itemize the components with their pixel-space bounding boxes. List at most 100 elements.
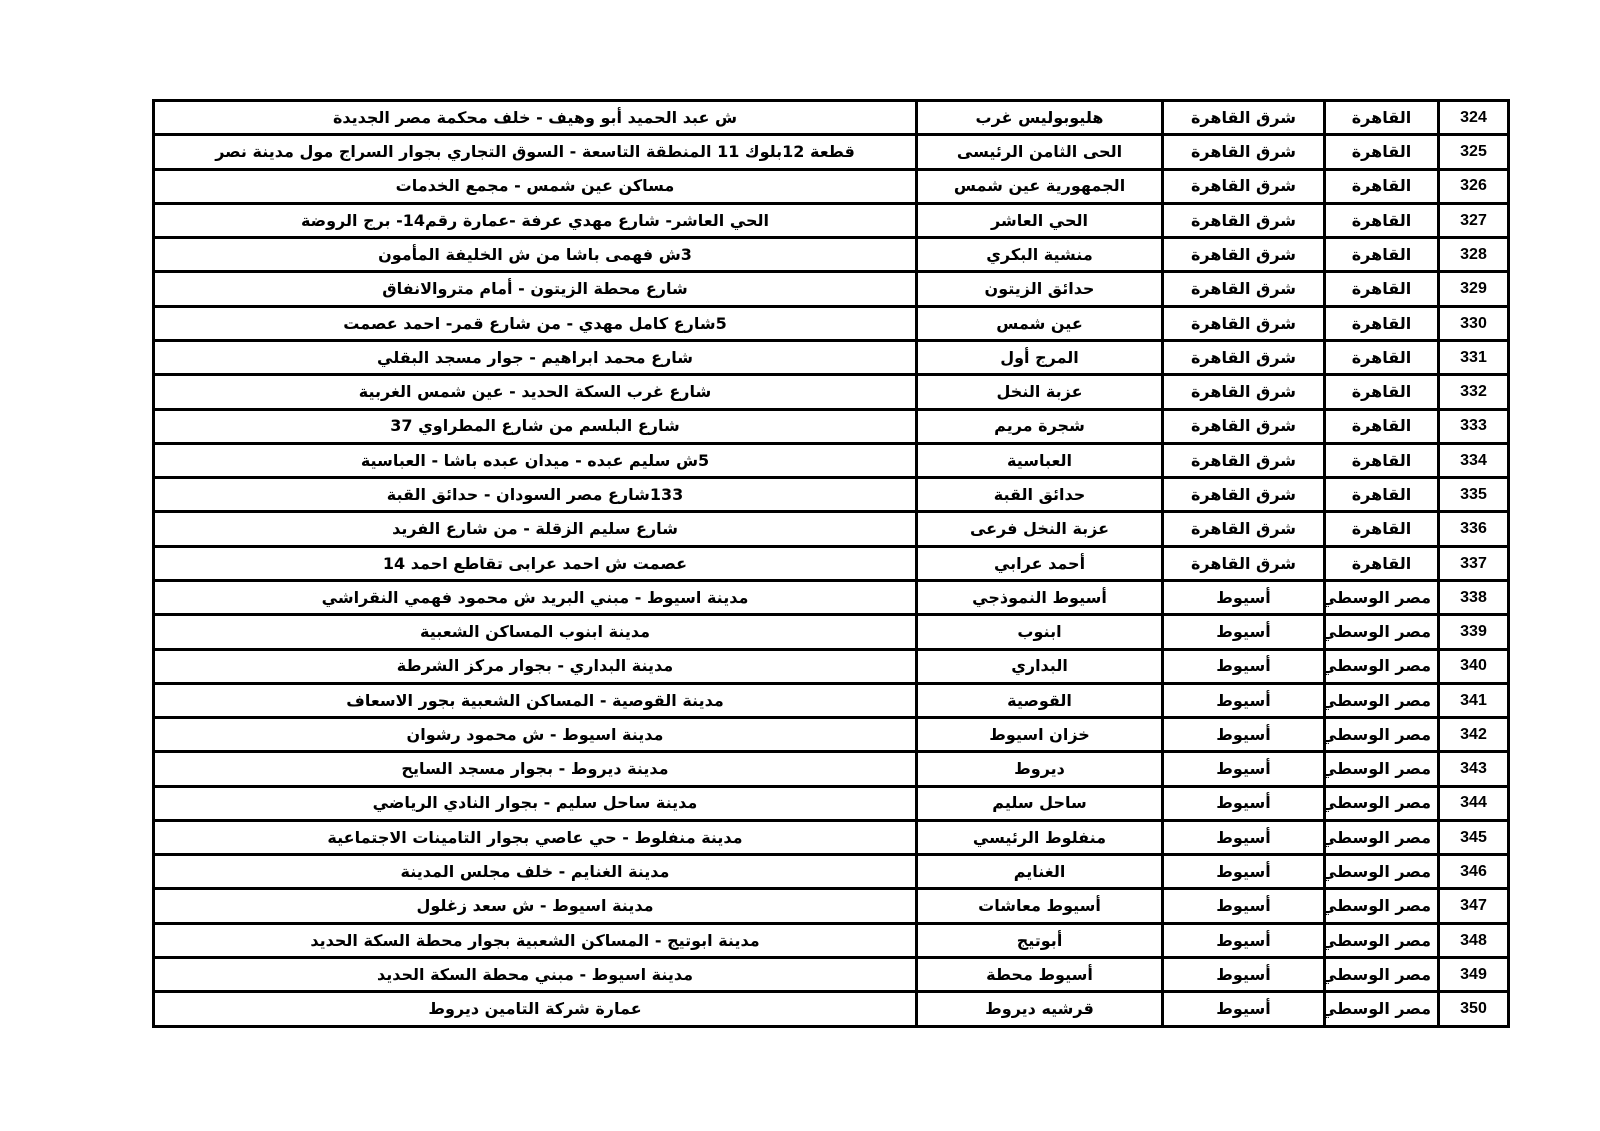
cell-district: منشية البكري (915, 236, 1164, 274)
cell-number: 331 (1437, 338, 1510, 377)
table-row: 336 القاهرة شرق القاهرة عزبة النخل فرعى شارع… (152, 510, 1510, 548)
cell-region: القاهرة (1323, 167, 1440, 205)
cell-address: مساكن عين شمس - مجمع الخدمات (152, 167, 918, 205)
cell-address: 3ش فهمى باشا من ش الخليفة المأمون (152, 236, 918, 274)
cell-area: أسيوط (1161, 818, 1326, 857)
cell-district: أسيوط محطة (915, 956, 1164, 994)
table-row: 325 القاهرة شرق القاهرة الحى الثامن الرئيسى… (152, 133, 1510, 171)
cell-area: شرق القاهرة (1161, 270, 1326, 308)
table-row: 328 القاهرة شرق القاهرة منشية البكري 3ش فهمى… (152, 236, 1510, 274)
cell-number: 325 (1437, 133, 1510, 171)
table-row: 349 مصر الوسطي أسيوط أسيوط محطة مدينة اسيوط … (152, 956, 1510, 994)
cell-address: مدينة البداري - بجوار مركز الشرطة (152, 647, 918, 685)
cell-number: 340 (1437, 647, 1510, 685)
cell-number: 329 (1437, 270, 1510, 308)
cell-address: مدينة اسيوط - ش سعد زغلول (152, 887, 918, 925)
cell-region: مصر الوسطي (1323, 818, 1440, 857)
cell-region: مصر الوسطي (1323, 887, 1440, 925)
cell-area: شرق القاهرة (1161, 98, 1326, 137)
cell-area: أسيوط (1161, 613, 1326, 651)
table-row: 337 القاهرة شرق القاهرة أحمد عرابي عصمت ش اح… (152, 544, 1510, 582)
cell-area: شرق القاهرة (1161, 373, 1326, 411)
cell-number: 330 (1437, 304, 1510, 342)
cell-district: البداري (915, 647, 1164, 685)
cell-district: أسيوط النموذجي (915, 578, 1164, 617)
cell-area: أسيوط (1161, 990, 1326, 1028)
cell-number: 342 (1437, 716, 1510, 754)
cell-region: مصر الوسطي (1323, 681, 1440, 720)
table-row: 330 القاهرة شرق القاهرة عين شمس 5شارع كامل م… (152, 304, 1510, 342)
cell-district: خزان اسيوط (915, 716, 1164, 754)
cell-region: القاهرة (1323, 133, 1440, 171)
cell-address: مدينة ابنوب المساكن الشعبية (152, 613, 918, 651)
cell-area: شرق القاهرة (1161, 201, 1326, 240)
cell-district: ابنوب (915, 613, 1164, 651)
table-row: 348 مصر الوسطي أسيوط أبوتيج مدينة ابوتيج - ا… (152, 921, 1510, 960)
cell-area: أسيوط (1161, 647, 1326, 685)
cell-number: 344 (1437, 784, 1510, 822)
cell-number: 341 (1437, 681, 1510, 720)
cell-number: 345 (1437, 818, 1510, 857)
table-row: 329 القاهرة شرق القاهرة حدائق الزيتون شارع م… (152, 270, 1510, 308)
cell-region: مصر الوسطي (1323, 613, 1440, 651)
cell-address: مدينة اسيوط - مبني البريد ش محمود فهمي ا… (152, 578, 918, 617)
cell-area: شرق القاهرة (1161, 510, 1326, 548)
cell-address: شارع محطة الزيتون - أمام متروالانفاق (152, 270, 918, 308)
cell-address: مدينة اسيوط - مبني محطة السكة الحديد (152, 956, 918, 994)
cell-district: هليوبوليس غرب (915, 98, 1164, 137)
cell-address: شارع غرب السكة الحديد - عين شمس الغربية (152, 373, 918, 411)
cell-number: 348 (1437, 921, 1510, 960)
cell-number: 327 (1437, 201, 1510, 240)
cell-district: المرج أول (915, 338, 1164, 377)
cell-address: مدينة ابوتيج - المساكن الشعبية بجوار محط… (152, 921, 918, 960)
cell-address: مدينة الغنايم - خلف مجلس المدينة (152, 853, 918, 891)
cell-region: القاهرة (1323, 476, 1440, 514)
table-row: 332 القاهرة شرق القاهرة عزبة النخل شارع غرب … (152, 373, 1510, 411)
cell-number: 337 (1437, 544, 1510, 582)
postal-branches-table-wrap: 324 القاهرة شرق القاهرة هليوبوليس غرب ش عبد … (152, 98, 1510, 1028)
cell-address: مدينة ساحل سليم - بجوار النادي الرياضي (152, 784, 918, 822)
table-row: 340 مصر الوسطي أسيوط البداري مدينة البداري -… (152, 647, 1510, 685)
cell-number: 349 (1437, 956, 1510, 994)
cell-area: أسيوط (1161, 887, 1326, 925)
table-row: 342 مصر الوسطي أسيوط خزان اسيوط مدينة اسيوط … (152, 716, 1510, 754)
cell-district: القوصية (915, 681, 1164, 720)
cell-address: 133شارع مصر السودان - حدائق القبة (152, 476, 918, 514)
cell-area: أسيوط (1161, 716, 1326, 754)
cell-area: أسيوط (1161, 853, 1326, 891)
cell-region: القاهرة (1323, 338, 1440, 377)
cell-number: 324 (1437, 98, 1510, 137)
cell-region: مصر الوسطي (1323, 921, 1440, 960)
cell-address: شارع محمد ابراهيم - جوار مسجد البقلي (152, 338, 918, 377)
table-row: 324 القاهرة شرق القاهرة هليوبوليس غرب ش عبد … (152, 98, 1510, 137)
cell-number: 335 (1437, 476, 1510, 514)
table-row: 341 مصر الوسطي أسيوط القوصية مدينة القوصية -… (152, 681, 1510, 720)
cell-region: مصر الوسطي (1323, 647, 1440, 685)
cell-address: 5شارع كامل مهدي - من شارع قمر- احمد عصمت (152, 304, 918, 342)
cell-address: مدينة اسيوط - ش محمود رشوان (152, 716, 918, 754)
cell-region: القاهرة (1323, 304, 1440, 342)
table-row: 326 القاهرة شرق القاهرة الجمهورية عين شمس مس… (152, 167, 1510, 205)
cell-region: القاهرة (1323, 270, 1440, 308)
cell-address: الحي العاشر- شارع مهدي عرفة -عمارة رقم14… (152, 201, 918, 240)
cell-area: شرق القاهرة (1161, 133, 1326, 171)
cell-number: 347 (1437, 887, 1510, 925)
cell-address: 5ش سليم عبده - ميدان عبده باشا - العباسي… (152, 441, 918, 480)
cell-district: أحمد عرابي (915, 544, 1164, 582)
cell-address: شارع البلسم من شارع المطراوي 37 (152, 407, 918, 445)
cell-region: مصر الوسطي (1323, 716, 1440, 754)
cell-district: عزبة النخل (915, 373, 1164, 411)
cell-number: 339 (1437, 613, 1510, 651)
table-row: 331 القاهرة شرق القاهرة المرج أول شارع محمد … (152, 338, 1510, 377)
table-row: 343 مصر الوسطي أسيوط ديروط مدينة ديروط - بجو… (152, 750, 1510, 788)
table-row: 327 القاهرة شرق القاهرة الحي العاشر الحي الع… (152, 201, 1510, 240)
cell-district: عزبة النخل فرعى (915, 510, 1164, 548)
cell-area: شرق القاهرة (1161, 441, 1326, 480)
cell-area: شرق القاهرة (1161, 544, 1326, 582)
cell-address: مدينة ديروط - بجوار مسجد السايح (152, 750, 918, 788)
cell-area: شرق القاهرة (1161, 407, 1326, 445)
cell-region: مصر الوسطي (1323, 784, 1440, 822)
cell-region: القاهرة (1323, 544, 1440, 582)
table-row: 334 القاهرة شرق القاهرة العباسية 5ش سليم عبد… (152, 441, 1510, 480)
